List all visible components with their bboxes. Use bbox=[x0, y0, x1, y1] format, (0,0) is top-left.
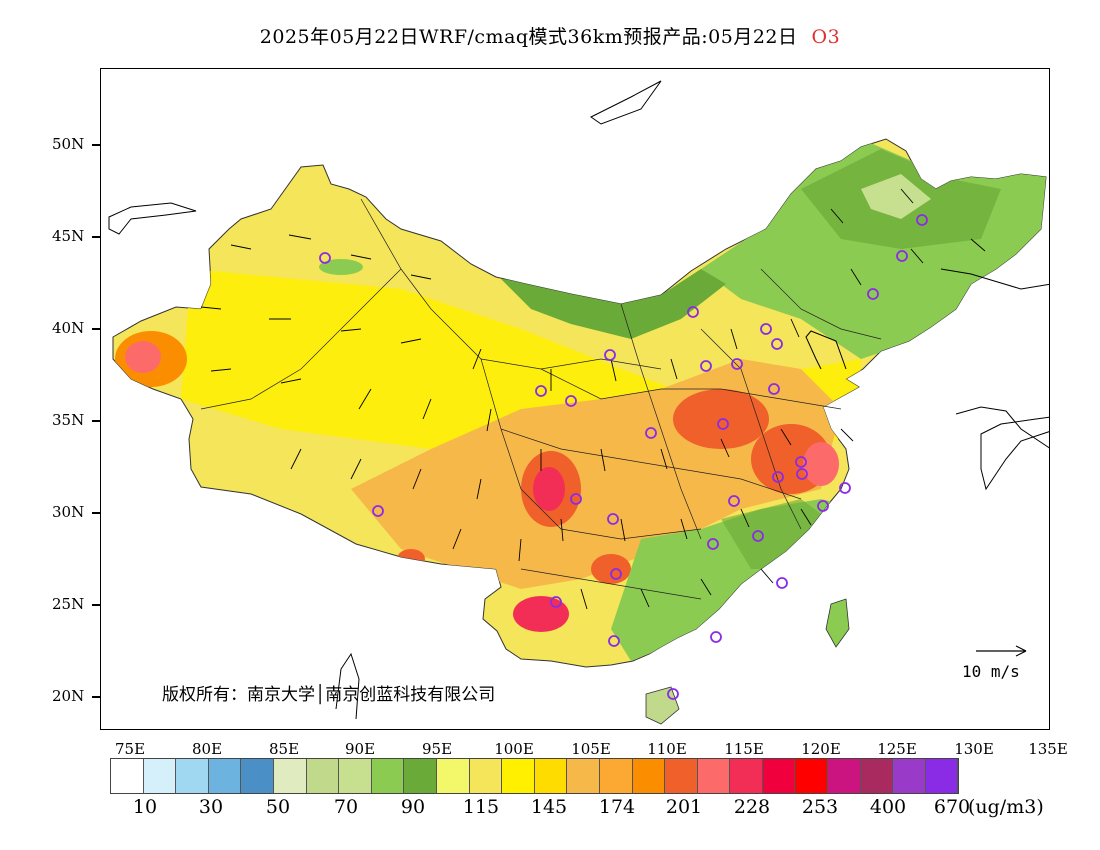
map-plot-area[interactable] bbox=[100, 68, 1050, 730]
legend-swatch bbox=[143, 759, 177, 793]
lon-label-125e: 125E bbox=[877, 740, 917, 758]
legend-swatch bbox=[534, 759, 568, 793]
lon-label-85e: 85E bbox=[268, 740, 300, 758]
lat-label-20n: 20N bbox=[52, 687, 85, 705]
legend-swatch bbox=[306, 759, 340, 793]
legend-swatch bbox=[860, 759, 894, 793]
legend-swatch bbox=[273, 759, 307, 793]
legend-label: 174 bbox=[598, 796, 636, 818]
lon-label-130e: 130E bbox=[954, 740, 994, 758]
legend-swatch bbox=[828, 759, 861, 793]
lat-label-35n: 35N bbox=[52, 411, 85, 429]
legend-label: 70 bbox=[333, 796, 359, 818]
legend-swatch bbox=[339, 759, 372, 793]
legend-label: 115 bbox=[462, 796, 500, 818]
concentration-map bbox=[108, 80, 1049, 725]
legend-unit: (ug/m3) bbox=[968, 796, 1044, 818]
legend-swatch bbox=[665, 759, 698, 793]
wind-reference-label: 10 m/s bbox=[962, 662, 1020, 681]
lat-tick bbox=[92, 604, 100, 606]
legend-swatch bbox=[795, 759, 829, 793]
lon-label-115e: 115E bbox=[724, 740, 764, 758]
lat-tick bbox=[92, 696, 100, 698]
lon-label-95e: 95E bbox=[421, 740, 453, 758]
legend-swatch bbox=[208, 759, 242, 793]
legend-swatch bbox=[469, 759, 503, 793]
legend-label: 253 bbox=[801, 796, 839, 818]
lat-label-25n: 25N bbox=[52, 595, 85, 613]
legend-swatch bbox=[176, 759, 209, 793]
lon-label-120e: 120E bbox=[801, 740, 841, 758]
lon-label-100e: 100E bbox=[494, 740, 534, 758]
legend-label: 10 bbox=[132, 796, 158, 818]
copyright-text: 版权所有：南京大学│南京创蓝科技有限公司 bbox=[162, 685, 496, 705]
lon-label-90e: 90E bbox=[344, 740, 376, 758]
legend-label: 400 bbox=[869, 796, 907, 818]
legend-swatch bbox=[925, 759, 959, 793]
lat-tick bbox=[92, 512, 100, 514]
lat-label-45n: 45N bbox=[52, 227, 85, 245]
legend-swatch bbox=[893, 759, 926, 793]
legend-swatch bbox=[567, 759, 600, 793]
map-title: 2025年05月22日WRF/cmaq模式36km预报产品:05月22日 O3 bbox=[0, 22, 1100, 49]
legend-swatch bbox=[502, 759, 535, 793]
legend-swatch bbox=[762, 759, 796, 793]
species-label: O3 bbox=[811, 26, 841, 48]
lon-label-75e: 75E bbox=[114, 740, 146, 758]
legend-swatch bbox=[404, 759, 437, 793]
map-title-text: 2025年05月22日WRF/cmaq模式36km预报产品:05月22日 bbox=[259, 26, 798, 48]
lat-label-30n: 30N bbox=[52, 503, 85, 521]
lat-label-40n: 40N bbox=[52, 319, 85, 337]
legend-label: 50 bbox=[265, 796, 291, 818]
legend-label: 90 bbox=[400, 796, 426, 818]
lat-tick bbox=[92, 328, 100, 330]
lon-label-135e: 135E bbox=[1028, 740, 1068, 758]
legend-swatch bbox=[111, 759, 144, 793]
legend-swatch bbox=[599, 759, 633, 793]
legend-label: 670 bbox=[933, 796, 971, 818]
legend-swatch bbox=[730, 759, 763, 793]
lon-label-110e: 110E bbox=[647, 740, 687, 758]
lon-label-105e: 105E bbox=[571, 740, 611, 758]
legend-swatch bbox=[241, 759, 274, 793]
color-legend bbox=[110, 758, 960, 794]
legend-label: 228 bbox=[733, 796, 771, 818]
legend-swatch bbox=[371, 759, 405, 793]
lat-label-50n: 50N bbox=[52, 135, 85, 153]
legend-label: 201 bbox=[665, 796, 703, 818]
lat-tick bbox=[92, 420, 100, 422]
legend-swatch bbox=[697, 759, 731, 793]
legend-label: 145 bbox=[530, 796, 568, 818]
legend-label: 30 bbox=[198, 796, 224, 818]
legend-swatch bbox=[632, 759, 666, 793]
lat-tick bbox=[92, 236, 100, 238]
legend-swatch bbox=[436, 759, 470, 793]
lat-tick bbox=[92, 144, 100, 146]
lon-label-80e: 80E bbox=[191, 740, 223, 758]
